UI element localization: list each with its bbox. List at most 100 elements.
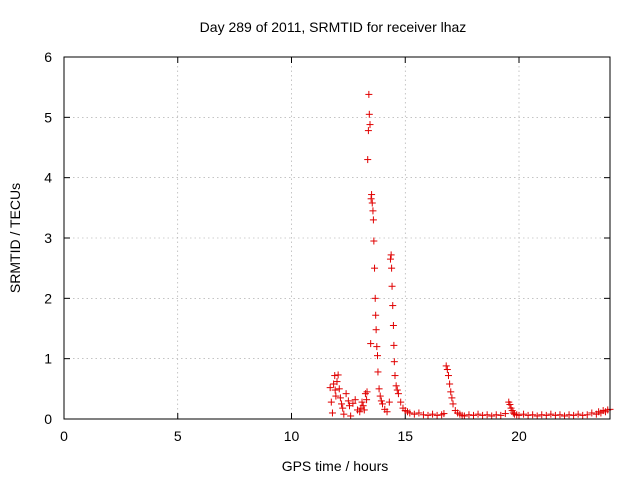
data-point	[356, 408, 364, 416]
data-point	[538, 411, 546, 419]
data-point	[392, 382, 400, 390]
data-point	[334, 371, 342, 379]
data-point	[366, 121, 374, 129]
data-point	[391, 372, 399, 380]
data-point	[332, 392, 340, 400]
data-point	[373, 343, 381, 351]
data-point	[556, 411, 564, 419]
data-point	[335, 385, 343, 393]
data-point	[446, 380, 454, 388]
data-point	[410, 410, 418, 418]
y-tick-label: 0	[44, 411, 52, 427]
data-point	[397, 398, 405, 406]
data-point	[331, 372, 339, 380]
data-point	[488, 412, 496, 420]
data-point	[376, 392, 384, 400]
data-point	[429, 410, 437, 418]
data-point	[344, 397, 352, 405]
data-point	[363, 388, 371, 396]
data-point	[520, 410, 528, 418]
data-point	[415, 409, 423, 417]
data-point	[361, 390, 369, 398]
data-point	[339, 404, 347, 412]
x-tick-label: 15	[397, 428, 413, 444]
data-point	[460, 412, 468, 420]
data-point	[331, 386, 339, 394]
y-tick-label: 4	[44, 170, 52, 186]
y-tick-label: 3	[44, 230, 52, 246]
data-point	[371, 264, 379, 272]
data-point	[551, 411, 559, 419]
data-point	[579, 411, 587, 419]
data-point	[479, 411, 487, 419]
data-point	[372, 326, 380, 334]
data-point	[333, 378, 341, 386]
data-point	[383, 408, 391, 416]
data-point	[373, 352, 381, 360]
data-point	[588, 409, 596, 417]
data-point	[326, 384, 334, 392]
data-point	[515, 411, 523, 419]
data-point	[340, 410, 348, 418]
x-tick-label: 0	[60, 428, 68, 444]
chart-title: Day 289 of 2011, SRMTID for receiver lha…	[200, 19, 467, 35]
data-point	[342, 390, 350, 398]
x-axis-tick-labels: 0 5 10 15 20	[60, 428, 527, 444]
data-point	[364, 156, 372, 164]
data-point	[542, 411, 550, 419]
data-point	[365, 110, 373, 118]
y-axis-tick-labels: 0 1 2 3 4 5 6	[44, 49, 52, 427]
data-point	[448, 394, 456, 402]
data-point	[385, 398, 393, 406]
data-point	[379, 400, 386, 408]
data-point	[483, 411, 491, 419]
data-points	[326, 90, 614, 420]
data-point	[364, 127, 372, 135]
data-point	[369, 216, 377, 224]
data-point	[374, 368, 382, 376]
data-point	[529, 411, 537, 419]
data-point	[375, 385, 383, 393]
data-point	[449, 400, 457, 408]
x-tick-label: 5	[174, 428, 182, 444]
data-point	[365, 90, 373, 98]
data-point	[447, 388, 455, 396]
data-point	[501, 410, 509, 418]
data-point	[368, 191, 376, 199]
data-point	[377, 397, 385, 405]
data-point	[390, 358, 398, 366]
data-point	[509, 409, 517, 417]
data-point	[474, 410, 482, 418]
data-point	[369, 207, 377, 215]
data-point	[363, 396, 371, 404]
x-tick-label: 10	[284, 428, 300, 444]
y-axis-title: SRMTID / TECUs	[7, 183, 23, 293]
data-point	[360, 406, 368, 414]
data-point	[367, 340, 375, 348]
data-point	[349, 399, 357, 407]
y-tick-label: 6	[44, 49, 52, 65]
data-point	[387, 251, 395, 259]
data-point	[419, 411, 427, 419]
data-point	[394, 390, 402, 398]
data-point	[442, 362, 450, 370]
data-point	[372, 311, 380, 319]
data-point	[565, 411, 573, 419]
data-point	[371, 294, 379, 302]
data-point	[389, 321, 397, 329]
data-point	[347, 412, 355, 420]
y-tick-label: 5	[44, 109, 52, 125]
data-point	[433, 411, 441, 419]
data-point	[470, 411, 477, 419]
data-point	[561, 412, 568, 420]
data-point	[351, 396, 359, 404]
data-point	[570, 411, 578, 419]
data-point	[547, 410, 555, 418]
data-point	[497, 411, 505, 419]
data-point	[583, 411, 591, 419]
data-point	[336, 394, 344, 402]
data-point	[492, 411, 500, 419]
grid-lines	[64, 57, 610, 419]
data-point	[506, 401, 514, 409]
